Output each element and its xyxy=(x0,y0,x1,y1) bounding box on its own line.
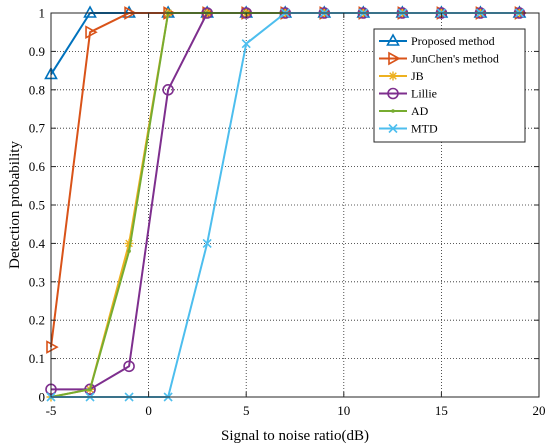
y-tick-label: 0.6 xyxy=(29,159,46,174)
y-tick-label: 0.8 xyxy=(29,82,45,97)
x-tick-label: 5 xyxy=(243,403,250,418)
data-point xyxy=(241,39,251,49)
legend-item: Lillie xyxy=(379,87,437,101)
y-tick-label: 0.4 xyxy=(29,236,46,251)
data-point xyxy=(88,387,92,392)
x-tick-label: 15 xyxy=(435,403,448,418)
x-tick-label: 10 xyxy=(337,403,350,418)
legend-item: AD xyxy=(379,104,429,118)
y-tick-label: 0.2 xyxy=(29,313,45,328)
legend-marker xyxy=(388,123,398,134)
data-point xyxy=(127,249,131,253)
legend: Proposed method JunChen's method JB Lillie A… xyxy=(373,28,526,143)
legend-marker xyxy=(388,51,401,66)
data-point xyxy=(124,238,134,248)
y-tick-label: 0.9 xyxy=(29,44,45,59)
legend-label: Lillie xyxy=(411,87,437,101)
legend-item: JB xyxy=(379,69,424,83)
data-point xyxy=(202,238,212,248)
data-point xyxy=(162,84,174,96)
x-tick-label: 20 xyxy=(533,403,546,418)
y-tick-label: 0.1 xyxy=(29,351,45,366)
legend-marker xyxy=(388,71,398,81)
x-axis-label: Signal to noise ratio(dB) xyxy=(221,428,369,444)
x-tick-label: -5 xyxy=(46,403,57,418)
data-point xyxy=(123,360,135,373)
legend-marker xyxy=(386,33,400,46)
legend-marker xyxy=(391,109,395,113)
data-point xyxy=(85,25,98,40)
legend-label: Proposed method xyxy=(411,34,495,48)
data-point xyxy=(46,340,59,354)
legend-item: Proposed method xyxy=(379,33,495,48)
y-tick-label: 0.3 xyxy=(29,274,45,289)
legend-item: JunChen's method xyxy=(379,52,499,66)
legend-box xyxy=(373,28,526,143)
y-tick-label: 0.7 xyxy=(29,121,46,136)
legend-label: JunChen's method xyxy=(411,52,499,66)
legend-label: MTD xyxy=(411,122,438,136)
legend-label: JB xyxy=(411,69,424,83)
y-tick-label: 0 xyxy=(39,390,46,405)
y-tick-label: 1 xyxy=(39,6,46,21)
legend-marker xyxy=(387,87,399,100)
legend-label: AD xyxy=(411,104,429,118)
y-axis-label: Detection probability xyxy=(7,141,23,269)
y-tick-label: 0.5 xyxy=(29,198,45,213)
legend-item: MTD xyxy=(379,122,438,136)
data-point xyxy=(83,5,97,18)
x-tick-label: 0 xyxy=(145,403,152,418)
